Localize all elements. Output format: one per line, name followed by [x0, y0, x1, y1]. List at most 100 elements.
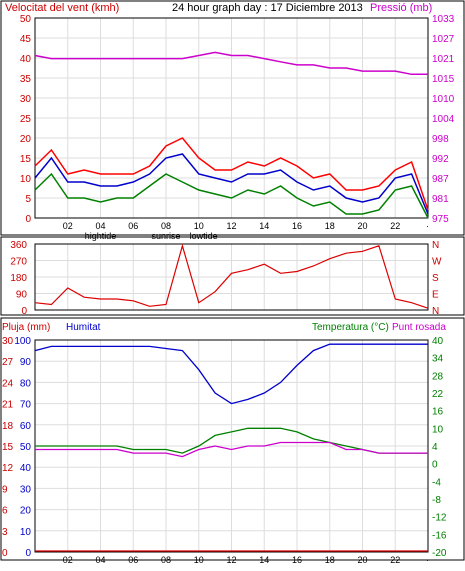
y-tick-right: 1004	[432, 114, 455, 125]
y-tick-left: 50	[20, 14, 32, 25]
x-tick-label: 22	[390, 555, 400, 565]
plot-frame	[34, 243, 429, 311]
direction-panel-border	[0, 236, 465, 316]
temp-series-line-2	[35, 441, 428, 458]
dewpoint-axis-label: Punt rosada	[392, 322, 446, 333]
wind-series-line-3	[34, 51, 428, 76]
y-tick-left: 5	[25, 194, 31, 205]
x-tick-label: 20	[357, 221, 367, 231]
y-tick-right: -8	[432, 495, 441, 506]
y-tick-left: 180	[10, 273, 27, 284]
direction-series-line-0	[34, 243, 429, 309]
y-tick-right: W	[432, 257, 442, 268]
y-tick-humidity: 10	[20, 527, 32, 538]
y-tick-humidity: 20	[20, 506, 32, 517]
y-tick-right: 1021	[432, 54, 455, 65]
y-tick-rain: 0	[2, 548, 8, 559]
y-tick-humidity: 50	[20, 442, 32, 453]
x-tick-label: 08	[161, 555, 171, 565]
y-tick-left: 40	[20, 54, 32, 65]
y-tick-rain: 9	[2, 484, 8, 495]
x-tick-label: 16	[292, 555, 302, 565]
y-tick-right: 992	[432, 154, 449, 165]
temp-series-line-0	[34, 343, 428, 405]
x-tick-label: 14	[259, 221, 269, 231]
pressure-axis-label: Pressió (mb)	[370, 2, 432, 14]
y-tick-right: 16	[432, 407, 444, 418]
y-tick-rain: 24	[2, 378, 14, 389]
temp-panel-border	[0, 317, 465, 561]
temperature-axis-label: Temperatura (°C)	[312, 322, 389, 333]
y-tick-left: 0	[25, 214, 31, 225]
y-tick-left: 35	[20, 74, 32, 85]
y-tick-humidity: 90	[20, 357, 32, 368]
y-tick-left: 360	[10, 240, 27, 251]
y-tick-left: 30	[20, 94, 32, 105]
humidity-axis-label: Humitat	[66, 322, 101, 333]
y-tick-right: -20	[432, 548, 447, 559]
y-tick-left: 0	[21, 306, 27, 317]
y-tick-left: 25	[20, 114, 32, 125]
x-tick-label: 10	[194, 555, 204, 565]
x-tick-label: 18	[325, 555, 335, 565]
x-tick-end: ·	[426, 221, 429, 231]
y-tick-right: 22	[432, 389, 444, 400]
y-tick-right: 981	[432, 194, 449, 205]
plot-frame	[34, 17, 429, 219]
y-tick-humidity: 40	[20, 463, 32, 474]
y-tick-right: E	[432, 290, 439, 301]
y-tick-right: S	[432, 273, 439, 284]
y-tick-left: 45	[20, 34, 32, 45]
y-tick-right: -16	[432, 530, 447, 541]
y-tick-rain: 6	[2, 506, 8, 517]
y-tick-humidity: 100	[14, 336, 31, 347]
y-tick-right: N	[432, 240, 439, 251]
y-tick-right: 1015	[432, 74, 455, 85]
x-tick-label: 06	[128, 221, 138, 231]
x-tick-label: 18	[325, 221, 335, 231]
y-tick-left: 10	[20, 174, 32, 185]
y-tick-left: 270	[10, 257, 27, 268]
x-tick-label: 14	[259, 555, 269, 565]
y-tick-humidity: 0	[25, 548, 31, 559]
wind-panel-border	[0, 0, 465, 236]
y-tick-right: N	[432, 306, 439, 317]
x-tick-label: 02	[63, 221, 73, 231]
y-tick-right: 1010	[432, 94, 455, 105]
y-tick-right: 34	[432, 354, 444, 365]
x-tick-label: 08	[161, 221, 171, 231]
y-tick-right: 1033	[432, 14, 455, 25]
x-tick-end: ·	[426, 555, 429, 565]
y-tick-right: -12	[432, 513, 447, 524]
x-tick-label: 06	[128, 555, 138, 565]
y-tick-right: -4	[432, 477, 441, 488]
x-tick-label: 20	[357, 555, 367, 565]
y-tick-left: 90	[16, 290, 28, 301]
y-tick-rain: 18	[2, 421, 14, 432]
x-tick-label: 22	[390, 221, 400, 231]
x-tick-label: 04	[95, 221, 105, 231]
y-tick-right: 4	[432, 442, 438, 453]
y-tick-right: 0	[432, 460, 438, 471]
x-tick-label: 16	[292, 221, 302, 231]
y-tick-left: 20	[20, 134, 32, 145]
y-tick-right: 1027	[432, 34, 455, 45]
x-tick-label: 04	[95, 555, 105, 565]
x-tick-label: 12	[226, 221, 236, 231]
y-tick-right: 998	[432, 134, 449, 145]
y-tick-right: 975	[432, 214, 449, 225]
y-tick-rain: 30	[2, 336, 14, 347]
wind-axis-label: Velocitat del vent (kmh)	[5, 2, 119, 14]
wind-series-line-1	[34, 153, 429, 215]
y-tick-right: 40	[432, 336, 444, 347]
x-tick-label: 02	[63, 555, 73, 565]
y-tick-humidity: 60	[20, 421, 32, 432]
y-tick-right: 10	[432, 424, 444, 435]
y-tick-rain: 3	[2, 527, 8, 538]
y-tick-right: 987	[432, 174, 449, 185]
x-tick-label: 12	[226, 555, 236, 565]
y-tick-left: 15	[20, 154, 32, 165]
wind-series-line-2	[34, 172, 429, 219]
